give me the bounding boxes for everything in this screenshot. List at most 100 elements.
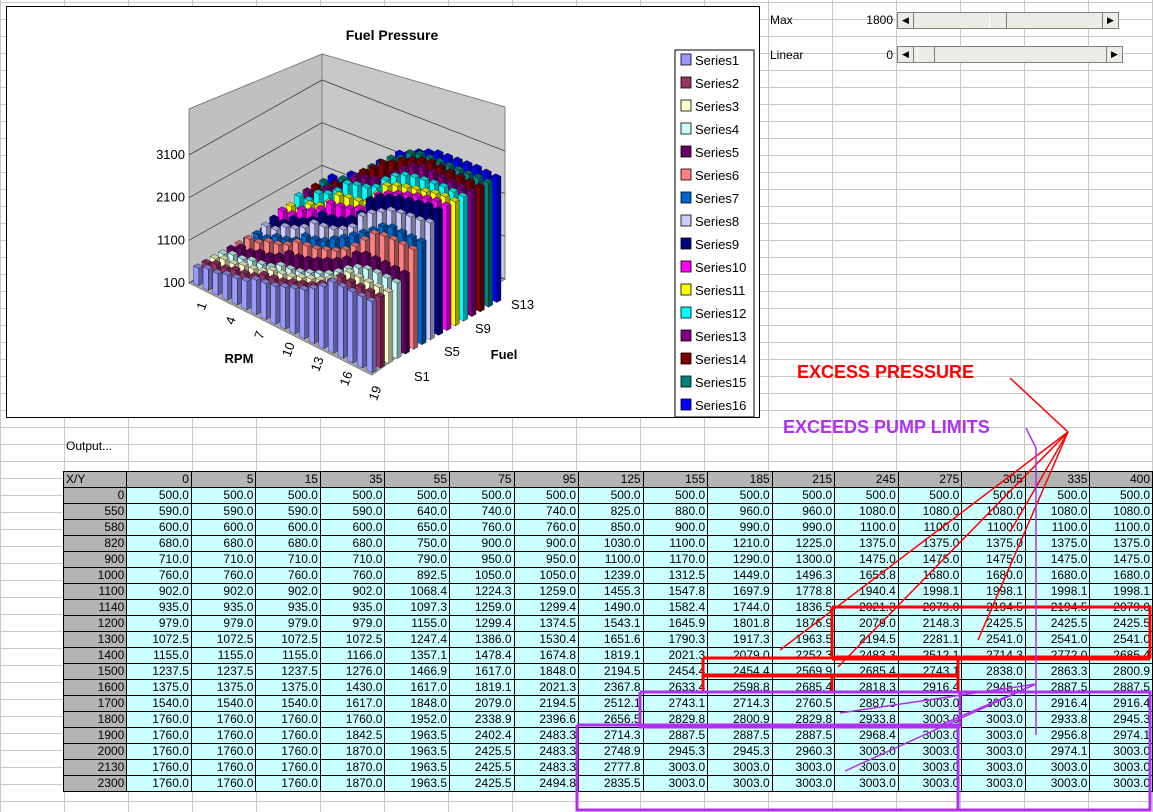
- table-cell[interactable]: 500.0: [578, 487, 644, 504]
- table-cell[interactable]: 760.0: [319, 567, 386, 584]
- table-cell[interactable]: 3003.0: [897, 775, 963, 792]
- table-cell[interactable]: 1170.0: [642, 551, 709, 568]
- table-cell[interactable]: 1100.0: [961, 519, 1026, 536]
- table-cell[interactable]: 979.0: [126, 615, 192, 632]
- table-cell[interactable]: 2541.0: [961, 631, 1026, 648]
- table-cell[interactable]: 2512.1: [578, 695, 644, 712]
- table-cell[interactable]: 1312.5: [642, 567, 709, 584]
- table-cell[interactable]: 500.0: [255, 487, 321, 504]
- table-cell[interactable]: 1963.5: [771, 631, 836, 648]
- table-cell[interactable]: 2483.3: [834, 647, 899, 664]
- table-cell[interactable]: 2512.1: [897, 647, 963, 664]
- table-cell[interactable]: 590.0: [255, 503, 321, 520]
- table-cell[interactable]: 2945.3: [707, 743, 773, 760]
- table-cell[interactable]: 1760.0: [126, 775, 192, 792]
- table-cell[interactable]: 2916.4: [1089, 695, 1153, 712]
- table-cell[interactable]: 2541.0: [1089, 631, 1153, 648]
- table-cell[interactable]: 3003.0: [961, 727, 1026, 744]
- table-cell[interactable]: 1475.0: [961, 551, 1026, 568]
- table-cell[interactable]: 1072.5: [190, 631, 257, 648]
- table-cell[interactable]: 3003.0: [1089, 775, 1153, 792]
- table-cell[interactable]: 1617.0: [449, 663, 515, 680]
- table-cell[interactable]: 2079.0: [449, 695, 515, 712]
- table-cell[interactable]: 935.0: [319, 599, 386, 616]
- scroll-left-button[interactable]: ◀: [898, 47, 914, 62]
- table-cell[interactable]: 1475.0: [897, 551, 963, 568]
- table-cell[interactable]: 1760.0: [190, 775, 257, 792]
- table-cell[interactable]: 3003.0: [1024, 759, 1091, 776]
- table-cell[interactable]: 2483.3: [513, 759, 580, 776]
- table-cell[interactable]: 1790.3: [642, 631, 709, 648]
- table-cell[interactable]: 2425.5: [1089, 615, 1153, 632]
- table-cell[interactable]: 1530.4: [513, 631, 580, 648]
- table-cell[interactable]: 1357.1: [384, 647, 451, 664]
- table-cell[interactable]: 650.0: [384, 519, 451, 536]
- table-cell[interactable]: 500.0: [384, 487, 451, 504]
- table-cell[interactable]: 2777.8: [578, 759, 644, 776]
- table-cell[interactable]: 1760.0: [255, 743, 321, 760]
- row-header[interactable]: 1140: [62, 599, 128, 616]
- table-cell[interactable]: 1760.0: [255, 727, 321, 744]
- table-cell[interactable]: 1374.5: [513, 615, 580, 632]
- table-cell[interactable]: 1760.0: [255, 775, 321, 792]
- table-cell[interactable]: 2818.3: [834, 679, 899, 696]
- column-header[interactable]: 275: [897, 471, 963, 488]
- table-cell[interactable]: 1276.0: [319, 663, 386, 680]
- table-cell[interactable]: 935.0: [190, 599, 257, 616]
- table-cell[interactable]: 3003.0: [1024, 775, 1091, 792]
- scroll-right-button[interactable]: ▶: [1106, 47, 1122, 62]
- table-cell[interactable]: 590.0: [190, 503, 257, 520]
- table-cell[interactable]: 1237.5: [255, 663, 321, 680]
- table-cell[interactable]: 902.0: [255, 583, 321, 600]
- table-cell[interactable]: 1651.6: [578, 631, 644, 648]
- table-cell[interactable]: 680.0: [190, 535, 257, 552]
- table-cell[interactable]: 1674.8: [513, 647, 580, 664]
- table-cell[interactable]: 1680.0: [1089, 567, 1153, 584]
- table-cell[interactable]: 500.0: [319, 487, 386, 504]
- table-cell[interactable]: 979.0: [190, 615, 257, 632]
- table-cell[interactable]: 2194.5: [1024, 599, 1091, 616]
- table-cell[interactable]: 1653.8: [834, 567, 899, 584]
- row-header[interactable]: 1300: [62, 631, 128, 648]
- table-cell[interactable]: 760.0: [449, 519, 515, 536]
- table-cell[interactable]: 1540.0: [190, 695, 257, 712]
- table-cell[interactable]: 1760.0: [255, 711, 321, 728]
- table-cell[interactable]: 2656.5: [578, 711, 644, 728]
- table-cell[interactable]: 760.0: [513, 519, 580, 536]
- table-cell[interactable]: 3003.0: [642, 775, 709, 792]
- table-cell[interactable]: 1760.0: [126, 759, 192, 776]
- row-header[interactable]: 0: [62, 487, 128, 504]
- table-cell[interactable]: 1300.0: [771, 551, 836, 568]
- table-cell[interactable]: 990.0: [771, 519, 836, 536]
- table-cell[interactable]: 1080.0: [1024, 503, 1091, 520]
- table-cell[interactable]: 1760.0: [126, 711, 192, 728]
- table-cell[interactable]: 500.0: [707, 487, 773, 504]
- table-cell[interactable]: 1237.5: [190, 663, 257, 680]
- table-cell[interactable]: 1155.0: [384, 615, 451, 632]
- table-cell[interactable]: 1760.0: [190, 727, 257, 744]
- table-cell[interactable]: 1466.9: [384, 663, 451, 680]
- table-cell[interactable]: 3003.0: [897, 759, 963, 776]
- table-cell[interactable]: 1455.3: [578, 583, 644, 600]
- table-cell[interactable]: 1848.0: [384, 695, 451, 712]
- table-cell[interactable]: 1375.0: [126, 679, 192, 696]
- row-header[interactable]: 1700: [62, 695, 128, 712]
- table-cell[interactable]: 2748.9: [578, 743, 644, 760]
- table-cell[interactable]: 2685.4: [834, 663, 899, 680]
- table-cell[interactable]: 900.0: [449, 535, 515, 552]
- row-header[interactable]: 820: [62, 535, 128, 552]
- table-cell[interactable]: 1582.4: [642, 599, 709, 616]
- table-cell[interactable]: 3003.0: [771, 759, 836, 776]
- table-cell[interactable]: 740.0: [513, 503, 580, 520]
- table-cell[interactable]: 880.0: [642, 503, 709, 520]
- table-cell[interactable]: 979.0: [319, 615, 386, 632]
- table-cell[interactable]: 935.0: [126, 599, 192, 616]
- table-cell[interactable]: 1259.0: [449, 599, 515, 616]
- table-cell[interactable]: 680.0: [319, 535, 386, 552]
- column-header[interactable]: 400: [1089, 471, 1153, 488]
- table-cell[interactable]: 1819.1: [578, 647, 644, 664]
- table-cell[interactable]: 1375.0: [1089, 535, 1153, 552]
- table-cell[interactable]: 1290.0: [707, 551, 773, 568]
- table-cell[interactable]: 3003.0: [961, 711, 1026, 728]
- table-cell[interactable]: 2974.1: [1024, 743, 1091, 760]
